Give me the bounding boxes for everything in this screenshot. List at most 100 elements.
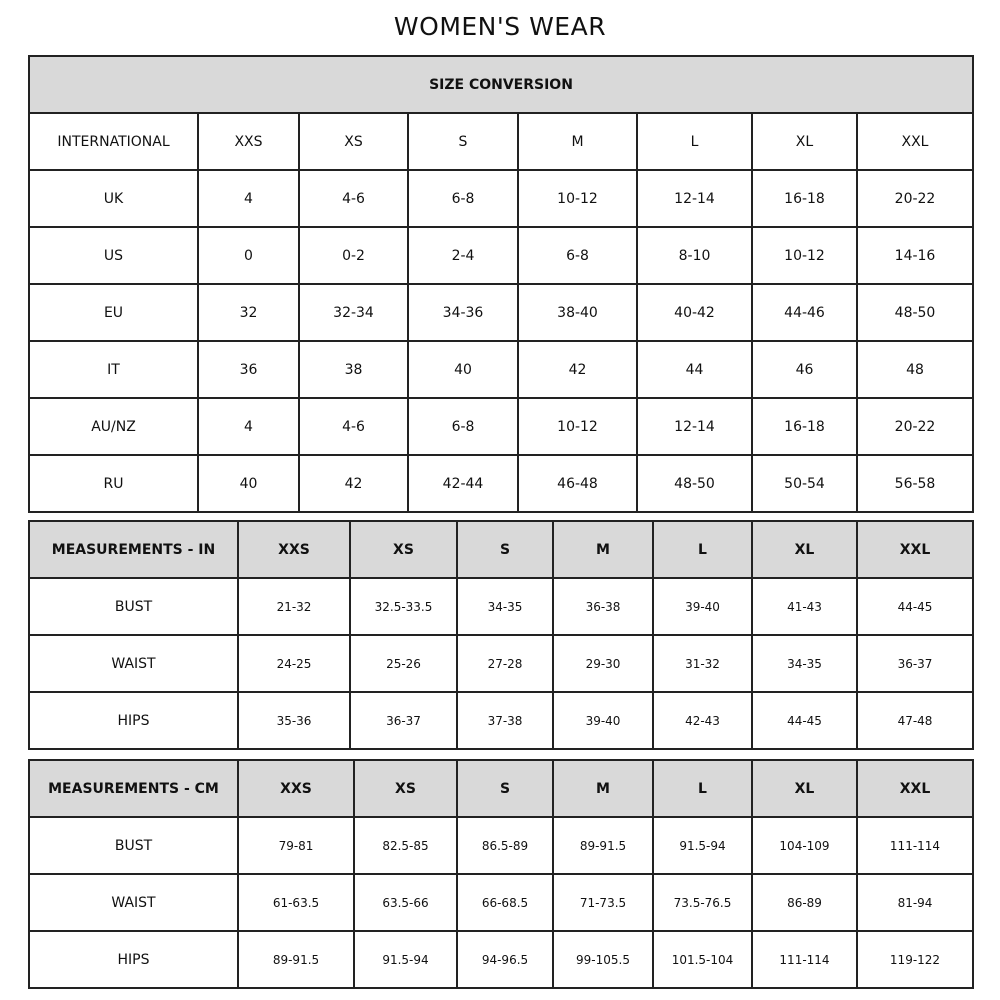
- header-cell: L: [636, 112, 753, 171]
- row-label: UK: [28, 169, 199, 228]
- table-cell: 94-96.5: [456, 930, 554, 989]
- table-cell: 6-8: [517, 226, 638, 285]
- header-cell: INTERNATIONAL: [28, 112, 199, 171]
- row-label: RU: [28, 454, 199, 513]
- header-cell: XXS: [197, 112, 300, 171]
- row-label: HIPS: [28, 691, 239, 750]
- table-cell: 27-28: [456, 634, 554, 693]
- header-row: INTERNATIONAL XXS XS S M L XL XXL: [28, 112, 974, 171]
- header-cell: MEASUREMENTS - IN: [28, 520, 239, 579]
- table-cell: 16-18: [751, 169, 858, 228]
- table-cell: 86.5-89: [456, 816, 554, 875]
- table-cell: 48-50: [856, 283, 974, 342]
- table-cell: 56-58: [856, 454, 974, 513]
- table-cell: 99-105.5: [552, 930, 654, 989]
- table-cell: 104-109: [751, 816, 858, 875]
- table-cell: 66-68.5: [456, 873, 554, 932]
- table-cell: 20-22: [856, 169, 974, 228]
- table-cell: 32: [197, 283, 300, 342]
- table-row: EU 32 32-34 34-36 38-40 40-42 44-46 48-50: [28, 283, 974, 342]
- table-cell: 32-34: [298, 283, 409, 342]
- header-cell: XS: [353, 759, 458, 818]
- table-row: IT 36 38 40 42 44 46 48: [28, 340, 974, 399]
- row-label: IT: [28, 340, 199, 399]
- table-cell: 31-32: [652, 634, 753, 693]
- table-cell: 40-42: [636, 283, 753, 342]
- table-row: BUST 79-81 82.5-85 86.5-89 89-91.5 91.5-94 104…: [28, 816, 974, 875]
- table-cell: 25-26: [349, 634, 458, 693]
- row-label: HIPS: [28, 930, 239, 989]
- header-cell: XS: [298, 112, 409, 171]
- header-cell: XXL: [856, 759, 974, 818]
- table-cell: 48: [856, 340, 974, 399]
- table-cell: 101.5-104: [652, 930, 753, 989]
- table-cell: 111-114: [856, 816, 974, 875]
- table-cell: 21-32: [237, 577, 351, 636]
- table-cell: 36: [197, 340, 300, 399]
- measurements-in-table: MEASUREMENTS - IN XXS XS S M L XL XXL BUST 21-32 3…: [28, 520, 974, 750]
- table-cell: 42: [298, 454, 409, 513]
- table-cell: 34-36: [407, 283, 519, 342]
- table-cell: 86-89: [751, 873, 858, 932]
- table-cell: 38-40: [517, 283, 638, 342]
- row-label: WAIST: [28, 873, 239, 932]
- header-cell: MEASUREMENTS - CM: [28, 759, 239, 818]
- table-cell: 71-73.5: [552, 873, 654, 932]
- row-label: AU/NZ: [28, 397, 199, 456]
- table-cell: 63.5-66: [353, 873, 458, 932]
- table-row: WAIST 61-63.5 63.5-66 66-68.5 71-73.5 73.5-76…: [28, 873, 974, 932]
- header-cell: L: [652, 520, 753, 579]
- size-conversion-table: SIZE CONVERSION INTERNATIONAL XXS XS S M L XL XX…: [28, 55, 974, 513]
- table-cell: 4: [197, 169, 300, 228]
- table-cell: 79-81: [237, 816, 355, 875]
- table-title: SIZE CONVERSION: [28, 55, 974, 114]
- row-label: US: [28, 226, 199, 285]
- measurements-cm-table: MEASUREMENTS - CM XXS XS S M L XL XXL BUST 79-81 8…: [28, 759, 974, 989]
- table-cell: 14-16: [856, 226, 974, 285]
- table-cell: 44-46: [751, 283, 858, 342]
- header-row: MEASUREMENTS - IN XXS XS S M L XL XXL: [28, 520, 974, 579]
- table-cell: 50-54: [751, 454, 858, 513]
- row-label: EU: [28, 283, 199, 342]
- table-cell: 89-91.5: [552, 816, 654, 875]
- table-cell: 42-43: [652, 691, 753, 750]
- table-cell: 0: [197, 226, 300, 285]
- table-cell: 38: [298, 340, 409, 399]
- table-cell: 39-40: [652, 577, 753, 636]
- header-cell: L: [652, 759, 753, 818]
- header-cell: XS: [349, 520, 458, 579]
- table-cell: 0-2: [298, 226, 409, 285]
- table-cell: 73.5-76.5: [652, 873, 753, 932]
- row-label: BUST: [28, 577, 239, 636]
- header-cell: XL: [751, 112, 858, 171]
- table-cell: 40: [197, 454, 300, 513]
- table-row: RU 40 42 42-44 46-48 48-50 50-54 56-58: [28, 454, 974, 513]
- table-cell: 91.5-94: [652, 816, 753, 875]
- header-cell: XXS: [237, 759, 355, 818]
- table-cell: 111-114: [751, 930, 858, 989]
- table-cell: 81-94: [856, 873, 974, 932]
- table-cell: 4: [197, 397, 300, 456]
- table-cell: 34-35: [456, 577, 554, 636]
- table-cell: 36-38: [552, 577, 654, 636]
- header-cell: XXL: [856, 112, 974, 171]
- table-cell: 2-4: [407, 226, 519, 285]
- table-cell: 20-22: [856, 397, 974, 456]
- table-cell: 89-91.5: [237, 930, 355, 989]
- table-cell: 91.5-94: [353, 930, 458, 989]
- table-cell: 6-8: [407, 397, 519, 456]
- table-cell: 61-63.5: [237, 873, 355, 932]
- table-cell: 48-50: [636, 454, 753, 513]
- header-row: MEASUREMENTS - CM XXS XS S M L XL XXL: [28, 759, 974, 818]
- row-label: BUST: [28, 816, 239, 875]
- header-cell: S: [456, 520, 554, 579]
- table-cell: 4-6: [298, 397, 409, 456]
- page-title: WOMEN'S WEAR: [393, 12, 607, 41]
- table-cell: 46-48: [517, 454, 638, 513]
- table-cell: 36-37: [856, 634, 974, 693]
- header-cell: XL: [751, 759, 858, 818]
- table-cell: 82.5-85: [353, 816, 458, 875]
- table-cell: 41-43: [751, 577, 858, 636]
- table-cell: 44-45: [856, 577, 974, 636]
- header-cell: M: [552, 759, 654, 818]
